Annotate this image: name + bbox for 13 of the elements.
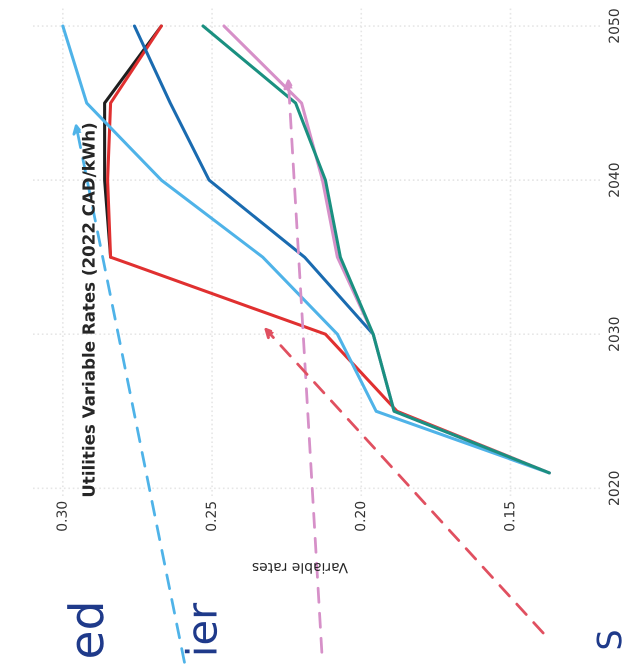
x-tick-label: 0.25 — [206, 502, 216, 531]
x-tick-label: 0.20 — [354, 502, 366, 531]
x-axis-title: Variable rates — [252, 562, 348, 574]
text: S — [596, 631, 622, 648]
x-tick-label: 0.15 — [504, 502, 515, 531]
y-tick-label: 2020 — [608, 472, 620, 505]
y-tick-label: 2050 — [608, 9, 620, 43]
text: Utilities Variable Rates (2022 CAD/kWh) — [82, 124, 97, 496]
text: ier — [184, 602, 218, 654]
y-tick-label: 2040 — [608, 163, 620, 197]
x-tick-label: 0.30 — [56, 502, 67, 531]
text: ed — [67, 604, 104, 657]
y-tick-label: 2030 — [608, 317, 620, 351]
